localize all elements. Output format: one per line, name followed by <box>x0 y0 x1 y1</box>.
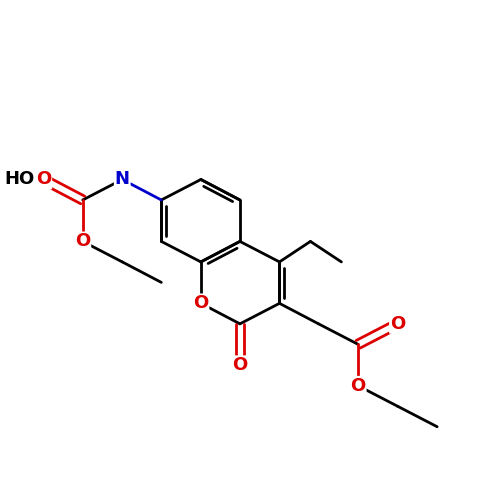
Text: O: O <box>193 294 208 312</box>
Text: HO: HO <box>5 170 35 188</box>
Text: O: O <box>75 232 90 250</box>
Text: O: O <box>390 315 405 333</box>
Text: O: O <box>232 356 248 374</box>
Text: N: N <box>115 170 130 188</box>
Text: O: O <box>350 377 366 395</box>
Text: O: O <box>36 170 52 188</box>
